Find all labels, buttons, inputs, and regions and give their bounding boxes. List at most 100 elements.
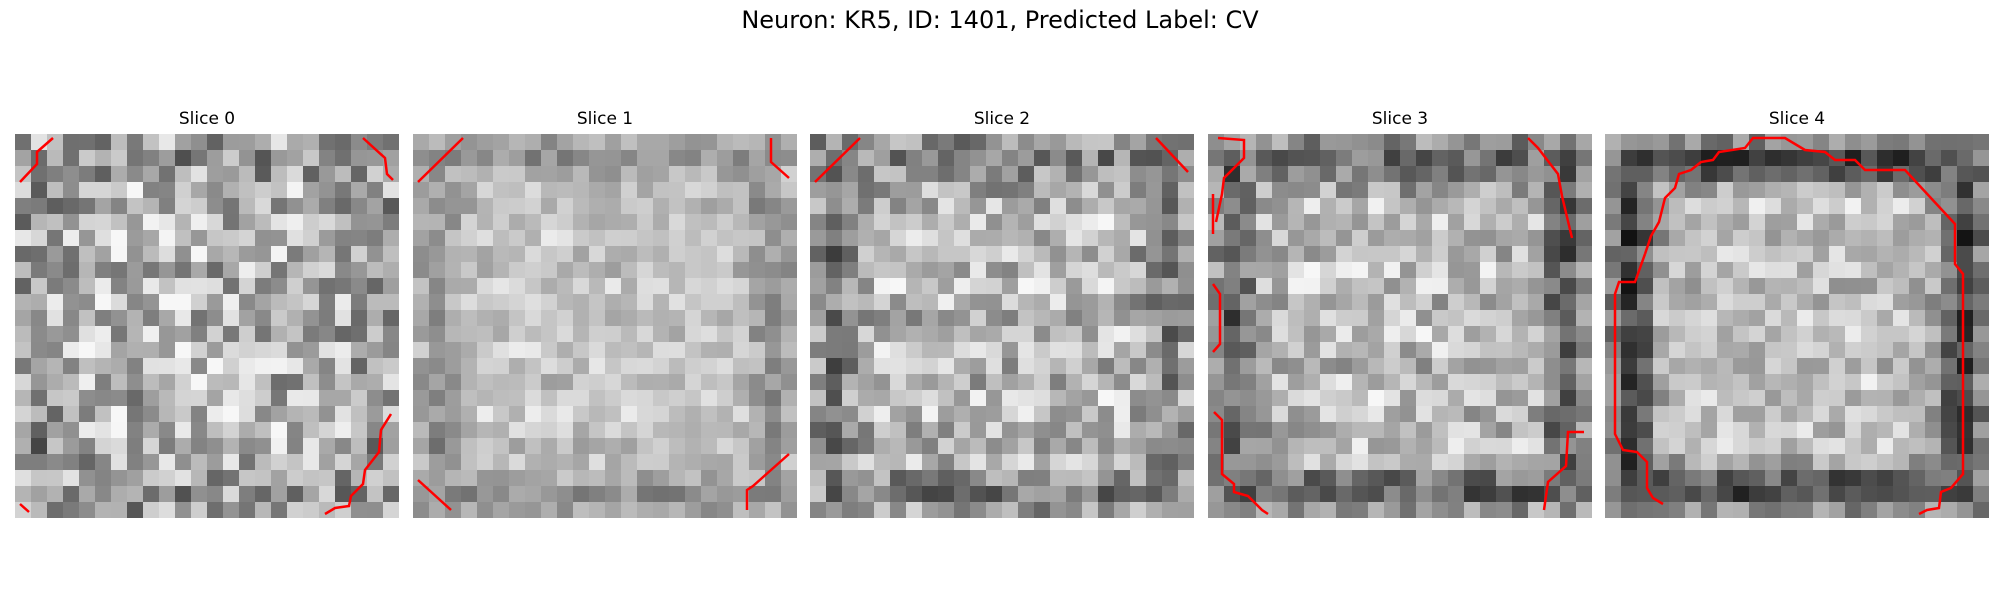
pixel-cell [1002, 326, 1018, 342]
pixel-cell [954, 438, 970, 454]
pixel-cell [1941, 406, 1957, 422]
pixel-cell [1653, 310, 1669, 326]
pixel-cell [159, 358, 175, 374]
pixel-cell [781, 230, 797, 246]
pixel-cell [1861, 134, 1877, 150]
pixel-cell [127, 134, 143, 150]
pixel-cell [207, 470, 223, 486]
pixel-cell [1272, 358, 1288, 374]
pixel-cell [383, 422, 399, 438]
pixel-cell [31, 390, 47, 406]
pixel-cell [986, 342, 1002, 358]
pixel-cell [1845, 198, 1861, 214]
pixel-cell [1605, 390, 1621, 406]
pixel-cell [1877, 262, 1893, 278]
pixel-cell [573, 358, 589, 374]
pixel-cell [1829, 326, 1845, 342]
pixel-cell [1400, 358, 1416, 374]
pixel-cell [1861, 470, 1877, 486]
pixel-cell [1320, 310, 1336, 326]
pixel-cell [589, 134, 605, 150]
pixel-cell [1256, 166, 1272, 182]
pixel-cell [493, 278, 509, 294]
pixel-cell [1272, 294, 1288, 310]
pixel-cell [477, 470, 493, 486]
pixel-cell [1130, 214, 1146, 230]
pixel-cell [1701, 342, 1717, 358]
pixel-cell [1621, 454, 1637, 470]
pixel-cell [1304, 406, 1320, 422]
pixel-cell [127, 278, 143, 294]
pixel-cell [1050, 422, 1066, 438]
pixel-cell [445, 470, 461, 486]
pixel-cell [1637, 390, 1653, 406]
pixel-cell [1528, 470, 1544, 486]
pixel-cell [1464, 310, 1480, 326]
pixel-cell [335, 326, 351, 342]
pixel-cell [621, 198, 637, 214]
pixel-cell [653, 438, 669, 454]
pixel-cell [143, 438, 159, 454]
pixel-cell [1733, 342, 1749, 358]
pixel-cell [1368, 486, 1384, 502]
pixel-cell [637, 214, 653, 230]
pixel-cell [733, 166, 749, 182]
pixel-cell [970, 310, 986, 326]
pixel-cell [1002, 390, 1018, 406]
pixel-cell [1162, 214, 1178, 230]
pixel-cell [1352, 342, 1368, 358]
pixel-cell [319, 454, 335, 470]
pixel-cell [1272, 166, 1288, 182]
pixel-cell [1288, 310, 1304, 326]
pixel-cell [525, 182, 541, 198]
pixel-cell [367, 198, 383, 214]
pixel-cell [858, 166, 874, 182]
pixel-cell [1941, 342, 1957, 358]
pixel-cell [1256, 486, 1272, 502]
pixel-cell [1464, 182, 1480, 198]
pixel-cell [1653, 406, 1669, 422]
pixel-cell [1018, 214, 1034, 230]
pixel-cell [1066, 198, 1082, 214]
pixel-cell [143, 390, 159, 406]
pixel-cell [223, 278, 239, 294]
pixel-cell [429, 438, 445, 454]
pixel-cell [127, 166, 143, 182]
pixel-cell [1749, 326, 1765, 342]
pixel-cell [1797, 406, 1813, 422]
pixel-cell [781, 358, 797, 374]
pixel-cell [1925, 422, 1941, 438]
pixel-cell [1320, 358, 1336, 374]
pixel-cell [143, 326, 159, 342]
pixel-cell [383, 486, 399, 502]
pixel-cell [351, 246, 367, 262]
pixel-cell [223, 470, 239, 486]
pixel-cell [717, 438, 733, 454]
pixel-cell [287, 454, 303, 470]
pixel-cell [15, 214, 31, 230]
pixel-cell [858, 214, 874, 230]
pixel-cell [954, 326, 970, 342]
pixel-cell [685, 246, 701, 262]
pixel-cell [1576, 390, 1592, 406]
pixel-cell [874, 438, 890, 454]
pixel-cell [287, 422, 303, 438]
pixel-cell [1957, 134, 1973, 150]
pixel-cell [1178, 454, 1194, 470]
pixel-cell [1002, 262, 1018, 278]
pixel-cell [1336, 278, 1352, 294]
pixel-cell [63, 502, 79, 518]
pixel-cell [986, 422, 1002, 438]
pixel-cell [127, 406, 143, 422]
pixel-cell [1797, 310, 1813, 326]
pixel-cell [1496, 502, 1512, 518]
pixel-cell [986, 326, 1002, 342]
pixel-cell [1082, 198, 1098, 214]
pixel-cell [1496, 438, 1512, 454]
pixel-cell [1448, 454, 1464, 470]
pixel-cell [1845, 454, 1861, 470]
pixel-cell [239, 486, 255, 502]
pixel-cell [1432, 278, 1448, 294]
pixel-cell [1400, 198, 1416, 214]
pixel-cell [79, 230, 95, 246]
